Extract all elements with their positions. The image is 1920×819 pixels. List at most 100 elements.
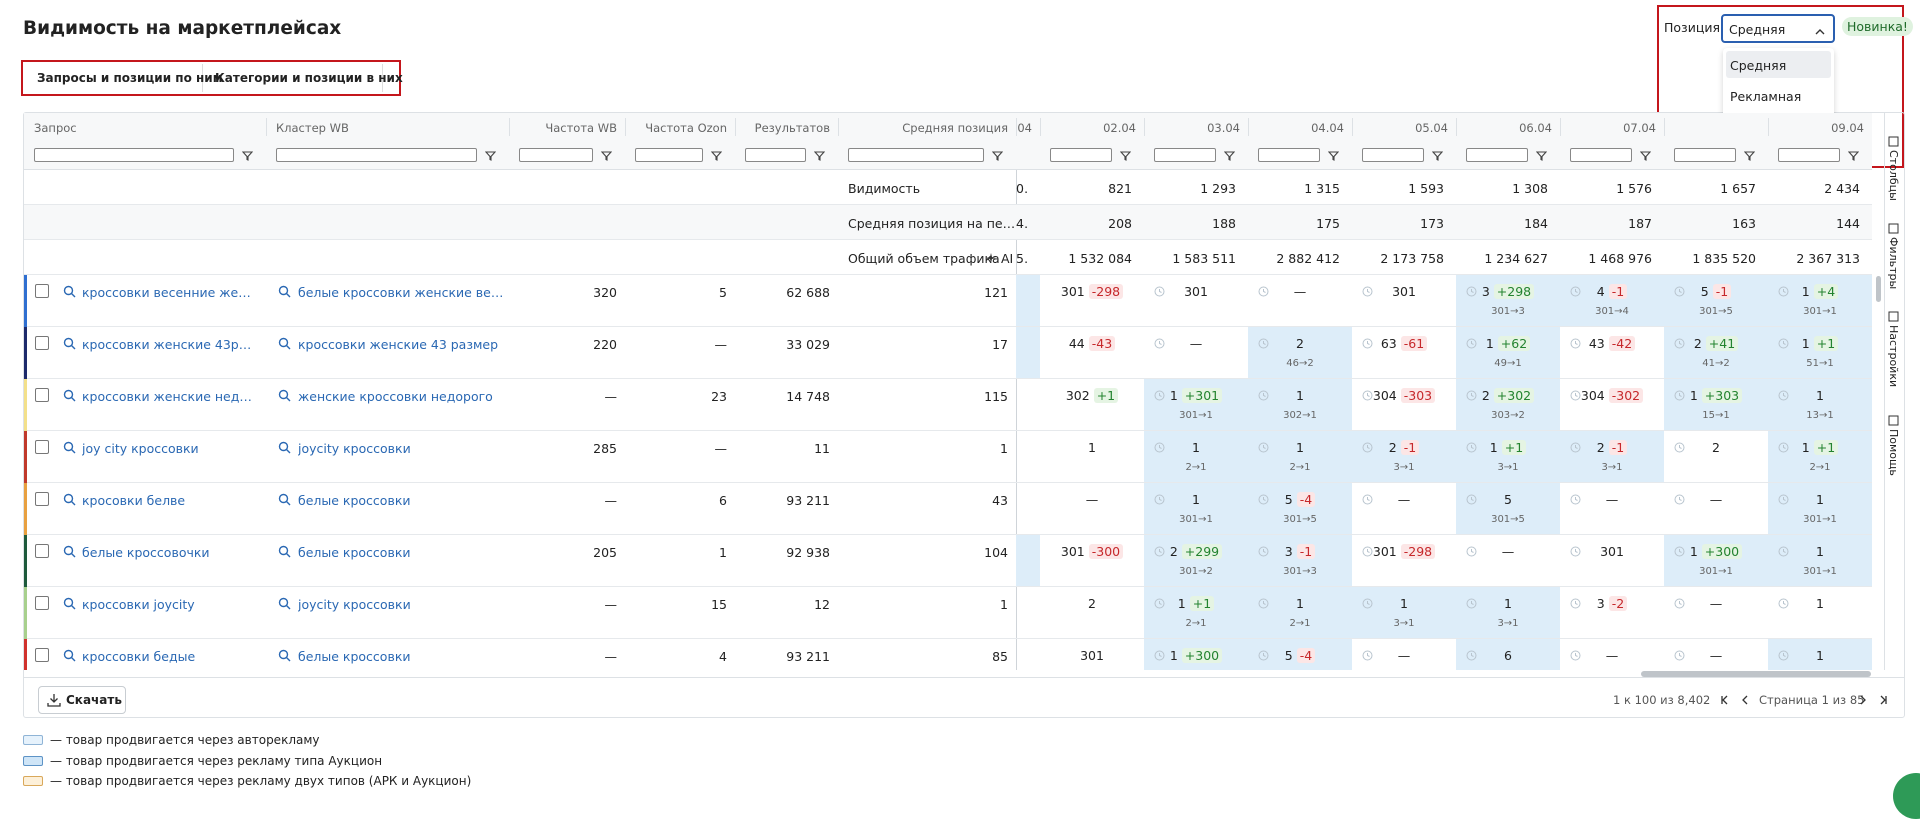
- filter-input[interactable]: [34, 148, 234, 162]
- position-line: 2 -1: [1560, 440, 1664, 455]
- filter-input[interactable]: [1362, 148, 1424, 162]
- filter-input[interactable]: [519, 148, 593, 162]
- filter-icon-glyph: [1119, 151, 1132, 161]
- cluster[interactable]: белые кроссовки женские весна: [298, 285, 504, 300]
- position-cell: —: [1664, 483, 1768, 534]
- filter-input[interactable]: [1674, 148, 1736, 162]
- summary-value: 173: [1420, 216, 1444, 231]
- position-label: Позиция: [1664, 20, 1720, 35]
- cell-results: 92 938: [786, 545, 830, 560]
- query[interactable]: кроссовки весенние женские: [82, 285, 258, 300]
- filter-icon-glyph: [600, 151, 613, 161]
- filter-input[interactable]: [745, 148, 806, 162]
- download-button[interactable]: Скачать: [38, 686, 126, 714]
- side-tab-icon: [1888, 135, 1899, 150]
- query[interactable]: кроссовки бедые: [82, 649, 196, 664]
- position-cell: 1 13→1: [1768, 379, 1872, 430]
- row-checkbox[interactable]: [35, 648, 49, 662]
- row-checkbox[interactable]: [35, 284, 49, 298]
- summary-value: 184: [1524, 216, 1548, 231]
- date-header: 04: [1017, 121, 1032, 135]
- history-icon-glyph: [1674, 286, 1685, 297]
- tab[interactable]: Запросы и позиции по ним: [25, 64, 223, 92]
- position-line: 1: [1768, 648, 1872, 663]
- position-value: —: [1085, 492, 1099, 507]
- search-icon: [63, 597, 76, 613]
- query[interactable]: кросовки белве: [82, 493, 186, 508]
- position-option[interactable]: Рекламная: [1730, 89, 1802, 104]
- query[interactable]: кроссовки joycity: [82, 597, 195, 612]
- filter-input[interactable]: [1778, 148, 1840, 162]
- filter-input[interactable]: [848, 148, 984, 162]
- column-header: Запрос: [34, 121, 77, 135]
- history-icon: [1154, 441, 1165, 456]
- cluster[interactable]: белые кроссовки: [298, 545, 411, 560]
- search-icon-glyph: [278, 649, 291, 662]
- column-divider: [1144, 118, 1145, 136]
- row-checkbox[interactable]: [35, 336, 49, 350]
- side-tab[interactable]: Помощь: [1887, 428, 1900, 476]
- position-value: —: [1709, 596, 1723, 611]
- history-icon-glyph: [1362, 390, 1373, 401]
- summary-value: 1 835 520: [1692, 251, 1756, 266]
- side-tab[interactable]: Столбцы: [1887, 150, 1900, 201]
- query[interactable]: белые кроссовочки: [82, 545, 210, 560]
- tabs-highlight: [21, 60, 401, 96]
- date-header: 03.04: [1207, 121, 1240, 135]
- position-value: 2: [1693, 336, 1702, 351]
- position-cell: 1 +62 49→1: [1456, 327, 1560, 378]
- cluster[interactable]: joycity кроссовки: [298, 597, 411, 612]
- position-cell: 1 +1 2→1: [1768, 431, 1872, 482]
- history-icon: [1154, 649, 1165, 664]
- side-tab[interactable]: Фильтры: [1887, 237, 1900, 290]
- history-icon-glyph: [1466, 546, 1477, 557]
- query[interactable]: кроссовки женские недорого: [82, 389, 258, 404]
- side-tab[interactable]: Настройки: [1887, 324, 1900, 387]
- filter-input[interactable]: [1258, 148, 1320, 162]
- tab[interactable]: Категории и позиции в них: [203, 64, 403, 92]
- summary-value: 41: [1016, 216, 1028, 231]
- row-checkbox[interactable]: [35, 544, 49, 558]
- side-tab-icon-glyph: [1888, 223, 1899, 234]
- cluster[interactable]: кроссовки женские 43 размер: [298, 337, 499, 352]
- filter-input[interactable]: [1050, 148, 1112, 162]
- cell-results: 33 029: [786, 337, 830, 352]
- history-icon-glyph: [1258, 546, 1269, 557]
- position-value: 2: [1388, 440, 1397, 455]
- date-header: 07.04: [1623, 121, 1656, 135]
- position-value: 5: [1284, 648, 1293, 663]
- row-checkbox[interactable]: [35, 596, 49, 610]
- history-icon: [1570, 649, 1581, 664]
- filter-input[interactable]: [1466, 148, 1528, 162]
- position-change: 301→1: [1803, 514, 1837, 525]
- column-header: Кластер WB: [276, 121, 349, 135]
- search-icon: [278, 545, 291, 561]
- history-icon-glyph: [1362, 494, 1373, 505]
- filter-input[interactable]: [1570, 148, 1632, 162]
- cell-ozon: 23: [711, 389, 727, 404]
- position-delta: -4: [1296, 648, 1316, 663]
- row-checkbox[interactable]: [35, 440, 49, 454]
- position-option[interactable]: Средняя: [1726, 51, 1831, 78]
- filter-input[interactable]: [1154, 148, 1216, 162]
- filter-input[interactable]: [276, 148, 477, 162]
- chat-button[interactable]: [1893, 773, 1920, 819]
- download-icon-glyph: [47, 694, 61, 707]
- position-cell: 2 +302 303→2: [1456, 379, 1560, 430]
- filter-input[interactable]: [635, 148, 703, 162]
- history-icon: [1258, 441, 1269, 456]
- cell-results: 11: [814, 441, 830, 456]
- query[interactable]: joy city кроссовки: [82, 441, 199, 456]
- row-checkbox[interactable]: [35, 492, 49, 506]
- cluster[interactable]: белые кроссовки: [298, 649, 411, 664]
- row-checkbox[interactable]: [35, 388, 49, 402]
- cluster[interactable]: женские кроссовки недорого: [298, 389, 493, 404]
- position-select[interactable]: Средняя: [1721, 14, 1835, 43]
- cluster[interactable]: joycity кроссовки: [298, 441, 411, 456]
- position-line: 304 -303: [1352, 388, 1456, 403]
- filter-icon-glyph: [1327, 151, 1340, 161]
- legend-swatch: [23, 755, 43, 766]
- position-value: 1: [1504, 596, 1512, 611]
- cluster[interactable]: белые кроссовки: [298, 493, 411, 508]
